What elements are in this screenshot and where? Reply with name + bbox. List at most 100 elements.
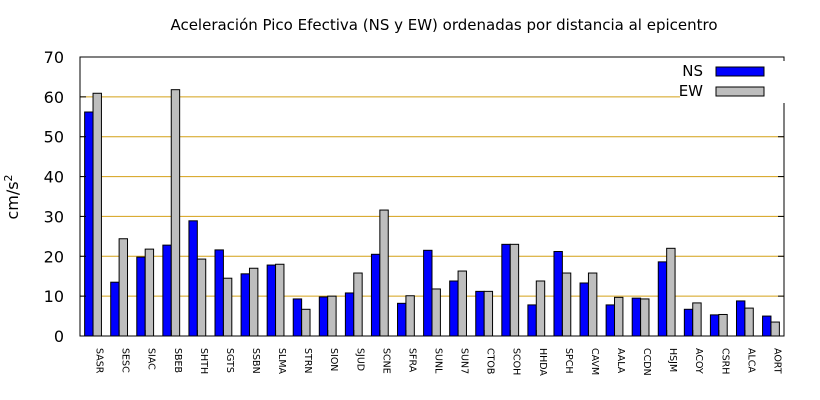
bar-ns-sjud <box>344 292 355 337</box>
x-category-label: CSRH <box>719 348 730 374</box>
bar-ew-sfra <box>405 295 415 337</box>
y-axis-label-unit: cm/s <box>3 181 22 219</box>
x-category-label: SIAC <box>146 348 157 370</box>
x-category-label: SJUD <box>354 348 365 371</box>
bar-ns-sun7 <box>449 280 459 337</box>
bar-ns-aala <box>605 304 616 337</box>
bar-ew-hsjm <box>666 247 676 337</box>
x-category-label: ACOY <box>693 348 704 374</box>
bar-ns-ctob <box>475 290 485 337</box>
bar-ns-sesc <box>110 281 120 337</box>
x-category-label: CTOB <box>485 348 496 374</box>
bar-ns-sion <box>318 296 329 337</box>
bar-ew-sesc <box>118 238 129 337</box>
bars <box>84 89 780 337</box>
y-tick-label: 30 <box>44 207 64 226</box>
bar-ew-aala <box>614 296 624 337</box>
bar-ns-alca <box>735 300 746 337</box>
y-axis-label-exponent: 2 <box>2 174 15 181</box>
bar-ew-sunl <box>431 288 441 337</box>
x-category-label: SBEB <box>172 348 183 373</box>
y-tick-label: 10 <box>44 287 64 306</box>
bar-ew-slma <box>275 263 285 337</box>
bar-ns-acoy <box>683 308 694 337</box>
y-tick-label: 50 <box>44 128 64 147</box>
bar-ns-hhda <box>527 304 537 337</box>
bar-ew-spch <box>561 272 572 337</box>
x-category-label: SUN7 <box>459 348 470 374</box>
x-category-label: SGTS <box>224 348 235 373</box>
bar-ew-sgts <box>222 277 233 337</box>
legend-swatch-ns <box>715 66 765 77</box>
x-category-label: CAVM <box>589 348 600 375</box>
x-category-label: AALA <box>615 348 626 374</box>
bar-ns-sgts <box>214 249 224 337</box>
bar-ew-sun7 <box>457 270 467 337</box>
bar-ew-acoy <box>692 302 702 337</box>
x-category-label: SCNE <box>380 348 391 374</box>
x-category-label: CCDN <box>641 348 652 376</box>
bar-ew-csrh <box>718 313 728 337</box>
legend-swatch-ew <box>715 86 765 97</box>
x-category-label: SASR <box>94 348 105 374</box>
y-tick-label: 70 <box>44 48 64 67</box>
bar-ew-sion <box>327 295 337 337</box>
bar-ew-ssbn <box>248 267 259 337</box>
x-category-label: HHDA <box>537 348 548 376</box>
y-tick-label: 20 <box>44 247 64 266</box>
bar-ns-ssbn <box>240 273 250 337</box>
y-ticks: 0 10 20 30 40 50 60 70 <box>44 48 784 346</box>
bar-ns-sfra <box>397 302 407 337</box>
bar-ew-ccdn <box>640 298 650 337</box>
x-category-label: STRN <box>302 348 313 374</box>
bar-ew-aort <box>770 321 780 337</box>
bar-ew-sasr <box>92 92 102 337</box>
bar-ns-scoh <box>501 243 511 337</box>
bar-ew-hhda <box>535 280 546 337</box>
legend: NS EW <box>679 61 788 103</box>
x-category-label: SLMA <box>276 348 287 375</box>
y-tick-label: 40 <box>44 168 64 187</box>
x-category-label: SESC <box>120 348 131 373</box>
y-axis-label: cm/s2 <box>2 174 22 219</box>
x-category-label: HSJM <box>667 348 678 372</box>
legend-label-ew: EW <box>679 82 703 100</box>
x-category-label: AORT <box>771 348 782 374</box>
bar-ew-sbeb <box>170 89 181 337</box>
bar-ns-scne <box>370 253 381 337</box>
x-category-label: SHTH <box>198 348 209 374</box>
bar-ns-slma <box>266 264 277 337</box>
bar-ew-alca <box>744 307 754 337</box>
bar-ew-sjud <box>353 272 363 337</box>
x-categories: SASR SESC SIAC SBEB SHTH SGTS SSBN SLMA STRN SION… <box>94 348 783 376</box>
bar-ns-hsjm <box>657 261 668 337</box>
bar-ew-shth <box>196 258 207 337</box>
bar-ew-strn <box>301 308 311 337</box>
bar-ns-sbeb <box>162 244 172 337</box>
bar-ew-cavm <box>587 272 598 337</box>
legend-label-ns: NS <box>682 62 703 80</box>
bar-ew-ctob <box>483 290 494 337</box>
bar-ns-csrh <box>709 314 720 337</box>
y-tick-label: 60 <box>44 88 64 107</box>
bar-ns-strn <box>292 298 303 337</box>
bar-ew-scoh <box>509 243 520 337</box>
bar-ns-sasr <box>84 111 94 337</box>
bar-ew-siac <box>144 248 155 337</box>
bar-ns-siac <box>136 256 146 337</box>
x-category-label: SSBN <box>250 348 261 374</box>
y-tick-label: 0 <box>54 327 64 346</box>
x-category-label: SION <box>328 348 339 371</box>
bar-ns-cavm <box>579 282 589 337</box>
bar-ns-sunl <box>423 249 433 337</box>
bar-ew-scne <box>379 209 389 337</box>
bar-ns-shth <box>188 220 198 337</box>
x-category-label: SCOH <box>511 348 522 375</box>
bar-ns-ccdn <box>631 297 642 337</box>
x-category-label: ALCA <box>745 348 756 373</box>
x-category-label: SPCH <box>563 348 574 374</box>
x-category-label: SUNL <box>433 348 444 374</box>
bar-ns-spch <box>553 251 563 337</box>
x-category-label: SFRA <box>406 348 417 373</box>
